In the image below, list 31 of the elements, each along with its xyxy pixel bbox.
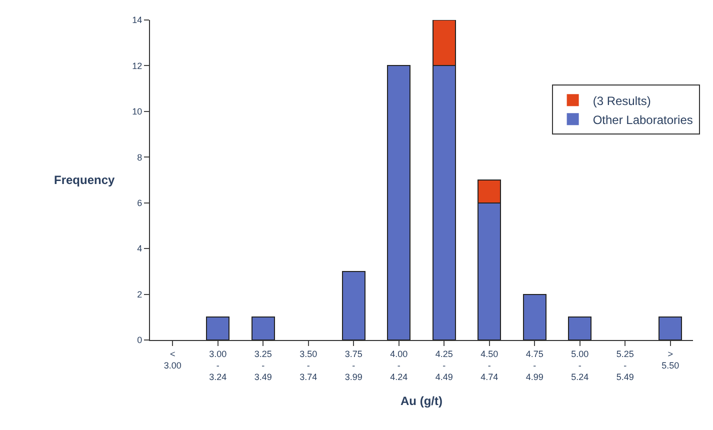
bar <box>206 316 230 340</box>
legend-label: (3 Results) <box>592 94 651 108</box>
bar <box>387 65 411 340</box>
x-tick-label: 5.00 - 5.24 <box>571 348 589 382</box>
x-tick-label: < 3.00 <box>164 348 182 370</box>
x-axis-title: Au (g/t) <box>400 394 442 408</box>
y-tick-label: 2 <box>137 289 142 300</box>
x-tick-label: 4.25 - 4.49 <box>435 348 453 382</box>
bar <box>251 316 275 340</box>
x-tick-label: 4.50 - 4.74 <box>480 348 498 382</box>
bar <box>522 294 546 340</box>
y-tick-label: 6 <box>137 198 142 208</box>
bar <box>568 316 592 340</box>
legend-label: Other Laboratories <box>592 112 693 127</box>
y-tick-label: 12 <box>132 60 142 71</box>
y-tick-label: 4 <box>137 244 142 254</box>
y-tick-label: 8 <box>137 152 142 162</box>
x-tick-label: 3.75 - 3.99 <box>344 348 362 382</box>
x-tick-label: 5.25 - 5.49 <box>616 348 634 382</box>
x-tick-label: 4.00 - 4.24 <box>390 348 408 382</box>
x-tick-label: 3.00 - 3.24 <box>209 348 227 382</box>
x-tick-label: > 5.50 <box>662 348 680 370</box>
y-axis-title: Frequency <box>54 173 116 187</box>
y-tick-label: 0 <box>137 335 142 346</box>
bar <box>342 270 366 340</box>
y-tick-label: 10 <box>132 106 142 117</box>
y-tick-label: 14 <box>132 15 142 26</box>
x-tick-label: 4.75 - 4.99 <box>526 348 544 382</box>
bar <box>658 316 682 340</box>
x-tick-label: 3.50 - 3.74 <box>300 348 318 382</box>
x-tick-label: 3.25 - 3.49 <box>254 348 272 382</box>
